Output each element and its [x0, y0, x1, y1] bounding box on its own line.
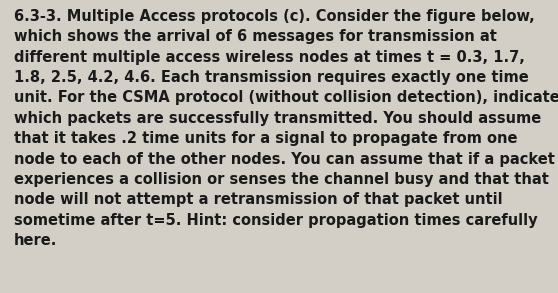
Text: 6.3-3. Multiple Access protocols (c). Consider the figure below,
which shows the: 6.3-3. Multiple Access protocols (c). Co… [14, 9, 558, 248]
